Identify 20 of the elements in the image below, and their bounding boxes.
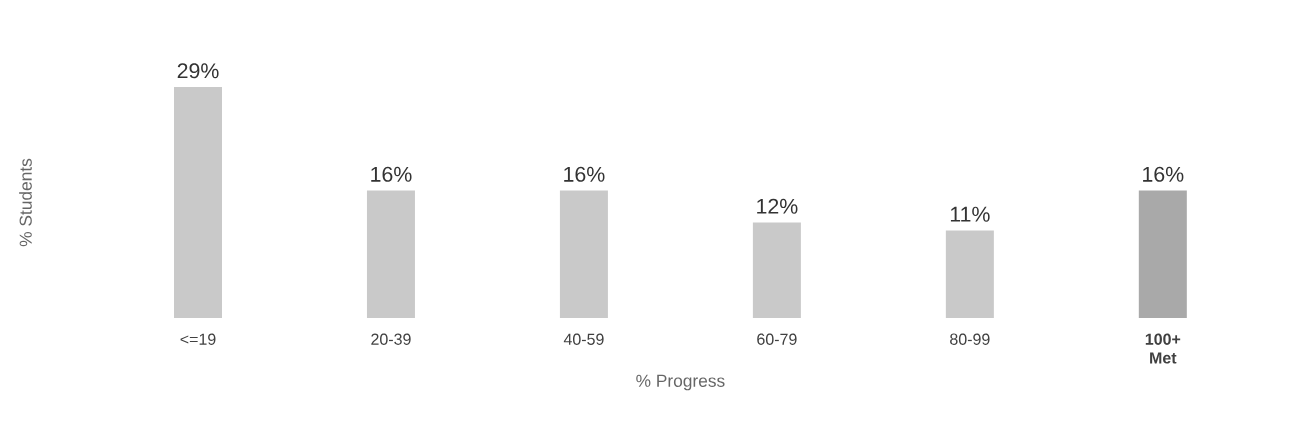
bar [752,222,801,318]
data-label: 12% [757,198,798,214]
data-label: 29% [177,63,219,79]
bar [559,190,608,318]
x-tick-label: 80-99 [950,333,990,345]
x-tick-label: <=19 [180,333,216,345]
x-axis-title: % Progress [636,374,725,391]
data-label: 11% [950,206,990,222]
data-label: 16% [1143,166,1184,182]
bar [945,230,994,318]
x-tick-label: 20-39 [371,333,411,345]
x-tick-label: 60-79 [757,333,797,345]
data-label: 16% [564,166,605,182]
bar [366,190,415,318]
bar [1138,190,1187,318]
bar [174,87,222,318]
data-label: 16% [371,166,412,182]
y-axis-title: % Students [19,158,32,247]
x-tick-label: 40-59 [563,333,604,345]
x-tick-label: 100+ Met [1145,333,1181,364]
